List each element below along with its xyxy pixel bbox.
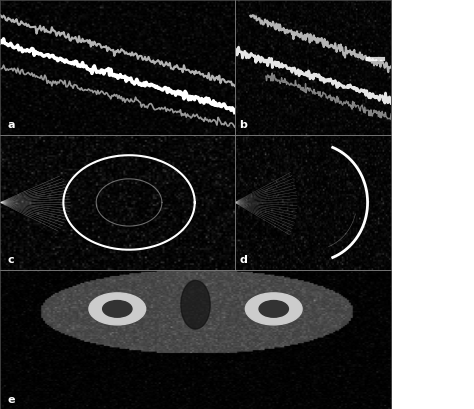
Ellipse shape: [103, 301, 132, 317]
Ellipse shape: [181, 281, 210, 329]
Text: c: c: [7, 255, 14, 265]
Text: e: e: [8, 396, 15, 405]
Ellipse shape: [246, 293, 302, 325]
Ellipse shape: [89, 293, 146, 325]
Text: b: b: [239, 120, 247, 130]
Ellipse shape: [259, 301, 288, 317]
Text: d: d: [239, 255, 247, 265]
Text: a: a: [7, 120, 15, 130]
